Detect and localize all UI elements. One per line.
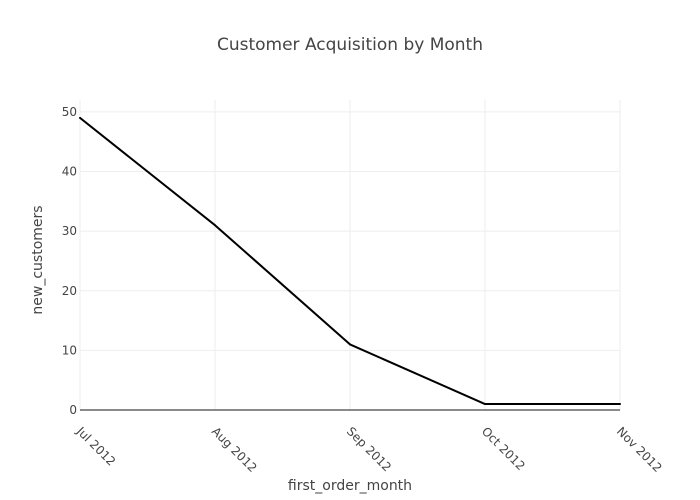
x-axis-title: first_order_month [288,478,412,494]
x-tick-label: Aug 2012 [209,424,260,475]
data-point [349,343,351,346]
data-point [79,116,81,119]
y-tick-label: 30 [62,224,77,238]
gridlines [79,100,621,410]
series-layer [79,116,621,406]
x-tick-label: Oct 2012 [479,424,528,473]
y-tick-label: 10 [62,343,77,357]
y-tick-label: 0 [69,403,77,417]
y-tick-label: 50 [62,105,77,119]
data-point [619,403,621,406]
x-tick-label: Jul 2012 [73,424,118,469]
data-point [484,403,486,406]
data-point [214,224,216,227]
tick-labels: 0 10 20 30 40 50 Jul 2012 Aug 2012 Sep 2012 Oct 2… [62,105,665,475]
x-tick-label: Nov 2012 [614,424,665,475]
y-tick-label: 20 [62,284,77,298]
y-tick-label: 40 [62,165,77,179]
chart-title: Customer Acquisition by Month [217,35,483,55]
x-tick-label: Sep 2012 [344,424,394,474]
y-axis-title: new_customers [30,205,46,314]
